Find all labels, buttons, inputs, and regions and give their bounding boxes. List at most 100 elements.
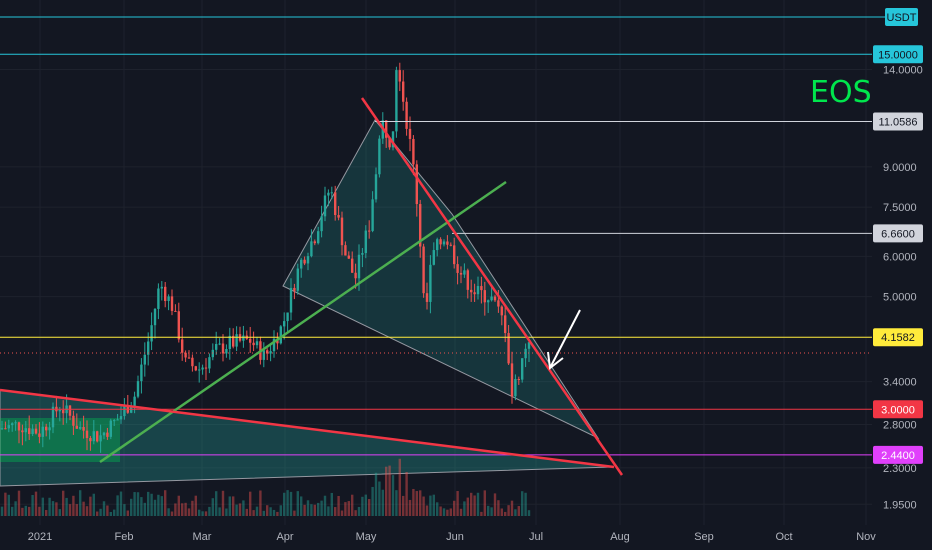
volume-bar	[41, 497, 44, 516]
time-tick-label: Feb	[115, 531, 134, 543]
volume-bar	[45, 510, 48, 516]
volume-bar	[279, 505, 282, 516]
green-support-trendline	[99, 180, 507, 464]
volume-bar	[323, 495, 327, 516]
candle-body	[419, 204, 422, 247]
candle-body	[228, 335, 231, 350]
volume-bar	[507, 505, 510, 516]
candle-body	[340, 217, 344, 246]
volume-bar	[293, 510, 296, 516]
volume-bar	[79, 490, 82, 516]
candle-body	[521, 358, 524, 380]
volume-bars	[0, 458, 531, 516]
candle-body	[123, 406, 126, 417]
candle-body	[58, 410, 61, 412]
volume-bar	[283, 492, 286, 516]
candle-body	[31, 428, 34, 435]
volume-bar	[38, 506, 41, 516]
price-tag-label: 15.0000	[878, 49, 918, 61]
candle-body	[368, 230, 371, 232]
volume-bar	[371, 486, 374, 516]
volume-bar	[354, 510, 357, 516]
candle-body	[385, 120, 388, 138]
volume-bar	[24, 505, 27, 516]
volume-bar	[300, 496, 303, 516]
candle-body	[17, 422, 21, 431]
volume-bar	[425, 505, 429, 516]
volume-bar	[330, 492, 333, 516]
volume-bar	[245, 508, 248, 516]
candle-body	[490, 296, 493, 301]
price-tick-label: 14.0000	[883, 64, 923, 76]
price-tag: 4.1582	[873, 328, 923, 347]
time-tick-label: Apr	[276, 531, 293, 543]
candles	[0, 62, 531, 453]
candle-body	[317, 231, 320, 244]
volume-bar	[17, 490, 21, 516]
volume-bar	[313, 504, 316, 516]
time-axis[interactable]: 2021 Feb Mar Apr May Jun Jul Aug Sep Oct Nov	[28, 531, 877, 543]
volume-bar	[463, 501, 466, 516]
candle-body	[191, 357, 194, 367]
candle-body	[221, 343, 225, 354]
candle-body	[470, 289, 473, 293]
volume-bar	[204, 511, 208, 516]
time-tick-label: Jul	[529, 531, 543, 543]
volume-bar	[432, 494, 435, 516]
candle-body	[92, 431, 95, 442]
volume-bar	[82, 501, 85, 516]
price-tag: 2.4400	[873, 445, 923, 464]
candle-body	[296, 268, 299, 291]
volume-bar	[357, 506, 361, 516]
volume-bar	[385, 466, 388, 516]
candle-body	[378, 138, 381, 175]
candle-body	[344, 245, 347, 256]
falling-wedge-fill	[282, 119, 600, 440]
candle-body	[102, 432, 106, 436]
volume-bar	[99, 508, 102, 516]
volume-bar	[364, 494, 367, 516]
volume-bar	[242, 500, 245, 516]
volume-bar	[374, 472, 378, 516]
volume-bar	[181, 503, 184, 516]
volume-bar	[446, 509, 449, 516]
volume-bar	[123, 504, 126, 516]
time-tick-label: Oct	[775, 531, 792, 543]
volume-bar	[126, 510, 129, 516]
volume-bar	[211, 498, 214, 516]
volume-bar	[116, 495, 119, 516]
volume-bar	[483, 490, 486, 516]
volume-bar	[89, 496, 92, 516]
candle-body	[0, 428, 4, 430]
volume-bar	[395, 490, 398, 516]
candle-body	[398, 70, 401, 82]
volume-bar	[62, 490, 65, 516]
volume-bar	[198, 509, 201, 516]
volume-bar	[119, 491, 123, 516]
volume-bar	[442, 508, 446, 516]
volume-bar	[497, 500, 500, 516]
candle-body	[357, 254, 361, 279]
volume-bar	[4, 492, 7, 516]
candle-body	[412, 138, 415, 165]
volume-bar	[157, 494, 160, 516]
volume-bar	[412, 488, 415, 516]
volume-bar	[113, 509, 116, 516]
volume-bar	[177, 495, 180, 516]
candle-body	[235, 334, 238, 347]
price-tick-label: 5.0000	[883, 292, 917, 304]
time-tick-label: 2021	[28, 531, 52, 543]
volume-bar	[422, 496, 425, 516]
volume-bar	[147, 491, 150, 516]
candle-body	[354, 272, 357, 279]
candle-body	[436, 239, 439, 251]
volume-bar	[296, 491, 299, 516]
candle-body	[371, 199, 374, 231]
candle-body	[527, 342, 531, 349]
candle-body	[187, 357, 191, 359]
candle-body	[208, 357, 211, 369]
currency-tag[interactable]: USDT	[885, 8, 918, 26]
volume-bar	[415, 491, 418, 516]
volume-bar	[109, 511, 112, 516]
